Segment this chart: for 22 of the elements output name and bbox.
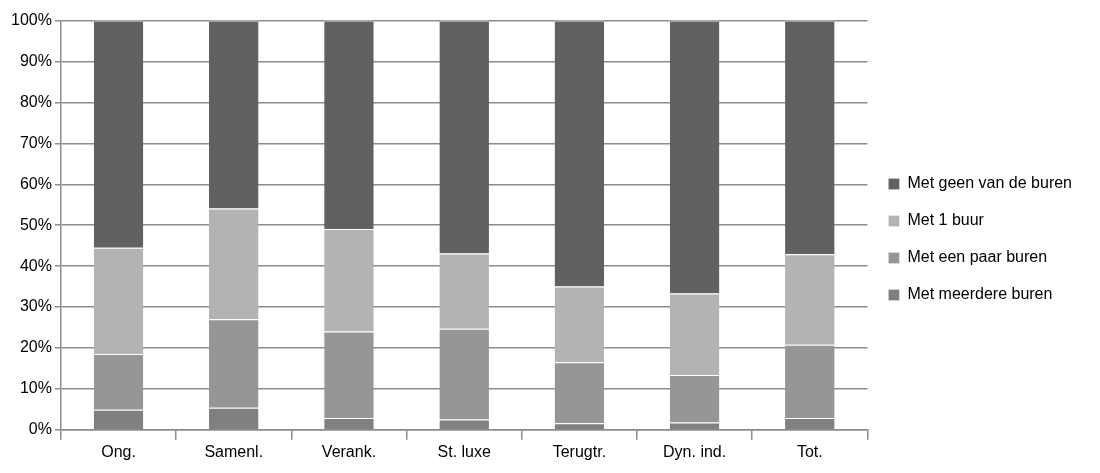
- y-tick-label: 70%: [19, 133, 52, 151]
- x-tick-label: St. luxe: [437, 442, 491, 460]
- y-tick-label: 20%: [19, 338, 52, 356]
- legend-label: Met 1 buur: [907, 211, 985, 229]
- y-tick-label: 90%: [19, 51, 52, 69]
- x-tick-label: Verank.: [321, 442, 377, 460]
- y-tick-label: 50%: [19, 215, 52, 233]
- y-tick-label: 80%: [19, 92, 52, 110]
- legend-label: Met meerdere buren: [907, 285, 1053, 303]
- legend-label: Met geen van de buren: [907, 174, 1072, 192]
- x-tick-label: Terugtr.: [552, 442, 607, 460]
- x-tick-label: Samenl.: [204, 442, 264, 460]
- y-tick-label: 40%: [19, 256, 52, 274]
- y-tick-label: 10%: [19, 379, 52, 397]
- y-tick-label: 30%: [19, 297, 52, 315]
- y-tick-label: 60%: [19, 174, 52, 192]
- x-tick-label: Ong.: [101, 442, 136, 460]
- x-tick-label: Tot.: [796, 442, 823, 460]
- legend-label: Met een paar buren: [907, 248, 1048, 266]
- x-tick-label: Dyn. ind.: [663, 442, 727, 460]
- y-tick-label: 100%: [11, 11, 52, 29]
- y-tick-label: 0%: [28, 420, 52, 438]
